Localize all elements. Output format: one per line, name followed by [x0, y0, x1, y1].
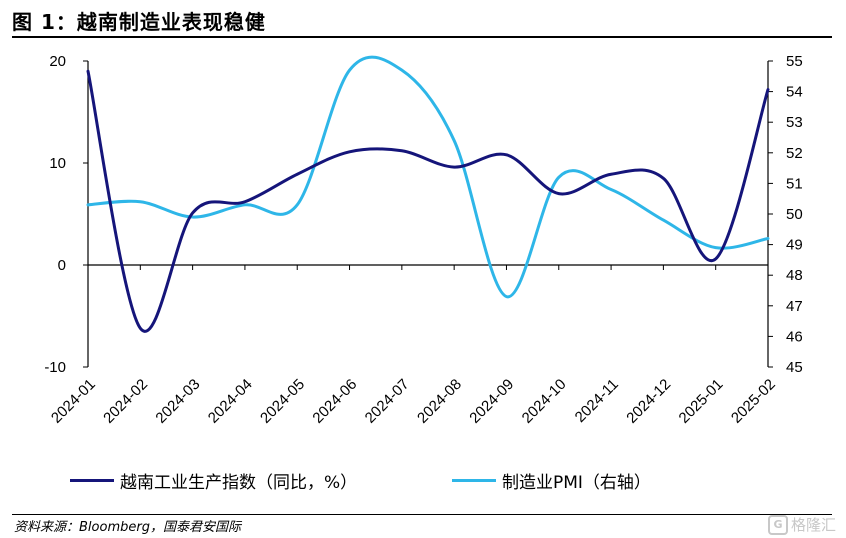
left-axis-ticks: 20 10 0 -10: [44, 53, 88, 376]
x-tick-label: 2024-04: [205, 376, 256, 427]
right-tick-label: 47: [786, 298, 803, 315]
legend-label-ip: 越南工业生产指数（同比，%）: [120, 473, 358, 493]
x-tick-label: 2024-02: [100, 376, 151, 427]
left-tick-label: -10: [44, 359, 66, 376]
footer-rule: [12, 514, 832, 515]
right-tick-label: 48: [786, 267, 803, 284]
x-tick-label: 2024-12: [623, 376, 674, 427]
legend-swatch-pmi: [452, 479, 496, 482]
right-tick-label: 49: [786, 237, 803, 254]
right-tick-label: 55: [786, 53, 803, 70]
right-tick-label: 52: [786, 145, 803, 162]
watermark-logo-icon: G: [767, 514, 788, 535]
x-tick-label: 2025-01: [676, 376, 727, 427]
x-tick-label: 2024-08: [414, 376, 465, 427]
x-tick-label: 2024-06: [309, 376, 360, 427]
legend-item-pmi: 制造业PMI（右轴）: [452, 468, 651, 493]
left-tick-label: 0: [58, 257, 66, 274]
axes: [87, 61, 769, 367]
title-rule: [12, 36, 832, 38]
x-tick-label: 2024-07: [362, 376, 413, 427]
right-tick-label: 45: [786, 359, 803, 376]
series-lines: [86, 55, 770, 333]
right-tick-label: 54: [786, 84, 803, 101]
right-tick-label: 53: [786, 114, 803, 131]
right-tick-label: 51: [786, 175, 803, 192]
x-tick-label: 2024-10: [519, 376, 570, 427]
left-tick-label: 10: [49, 155, 66, 172]
x-axis-ticks: 2024-01 2024-02 2024-03 2024-04 2024-05 2024-…: [48, 265, 779, 427]
source-note: 资料来源：Bloomberg，国泰君安国际: [14, 520, 241, 535]
watermark-text: 格隆汇: [790, 516, 836, 534]
series-line-ip: [86, 69, 770, 333]
chart-title: 图 1：越南制造业表现稳健: [12, 10, 266, 34]
x-tick-label: 2024-09: [466, 376, 517, 427]
right-axis-ticks: 55 54 53 52 51 50 49 48 47 46 45: [768, 53, 803, 376]
legend-swatch-ip: [70, 479, 114, 482]
series-line-pmi: [86, 55, 770, 299]
right-tick-label: 46: [786, 328, 803, 345]
legend-item-ip: 越南工业生产指数（同比，%）: [70, 468, 357, 493]
right-tick-label: 50: [786, 206, 803, 223]
x-tick-label: 2024-03: [152, 376, 203, 427]
x-tick-label: 2025-02: [728, 376, 779, 427]
x-tick-label: 2024-11: [572, 376, 622, 426]
left-tick-label: 20: [49, 53, 66, 70]
legend-label-pmi: 制造业PMI（右轴）: [502, 473, 651, 493]
x-tick-label: 2024-05: [257, 376, 308, 427]
watermark: G 格隆汇: [767, 514, 836, 535]
x-tick-label: 2024-01: [48, 376, 99, 427]
